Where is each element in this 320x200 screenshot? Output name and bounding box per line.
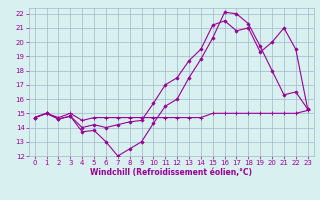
X-axis label: Windchill (Refroidissement éolien,°C): Windchill (Refroidissement éolien,°C) <box>90 168 252 177</box>
